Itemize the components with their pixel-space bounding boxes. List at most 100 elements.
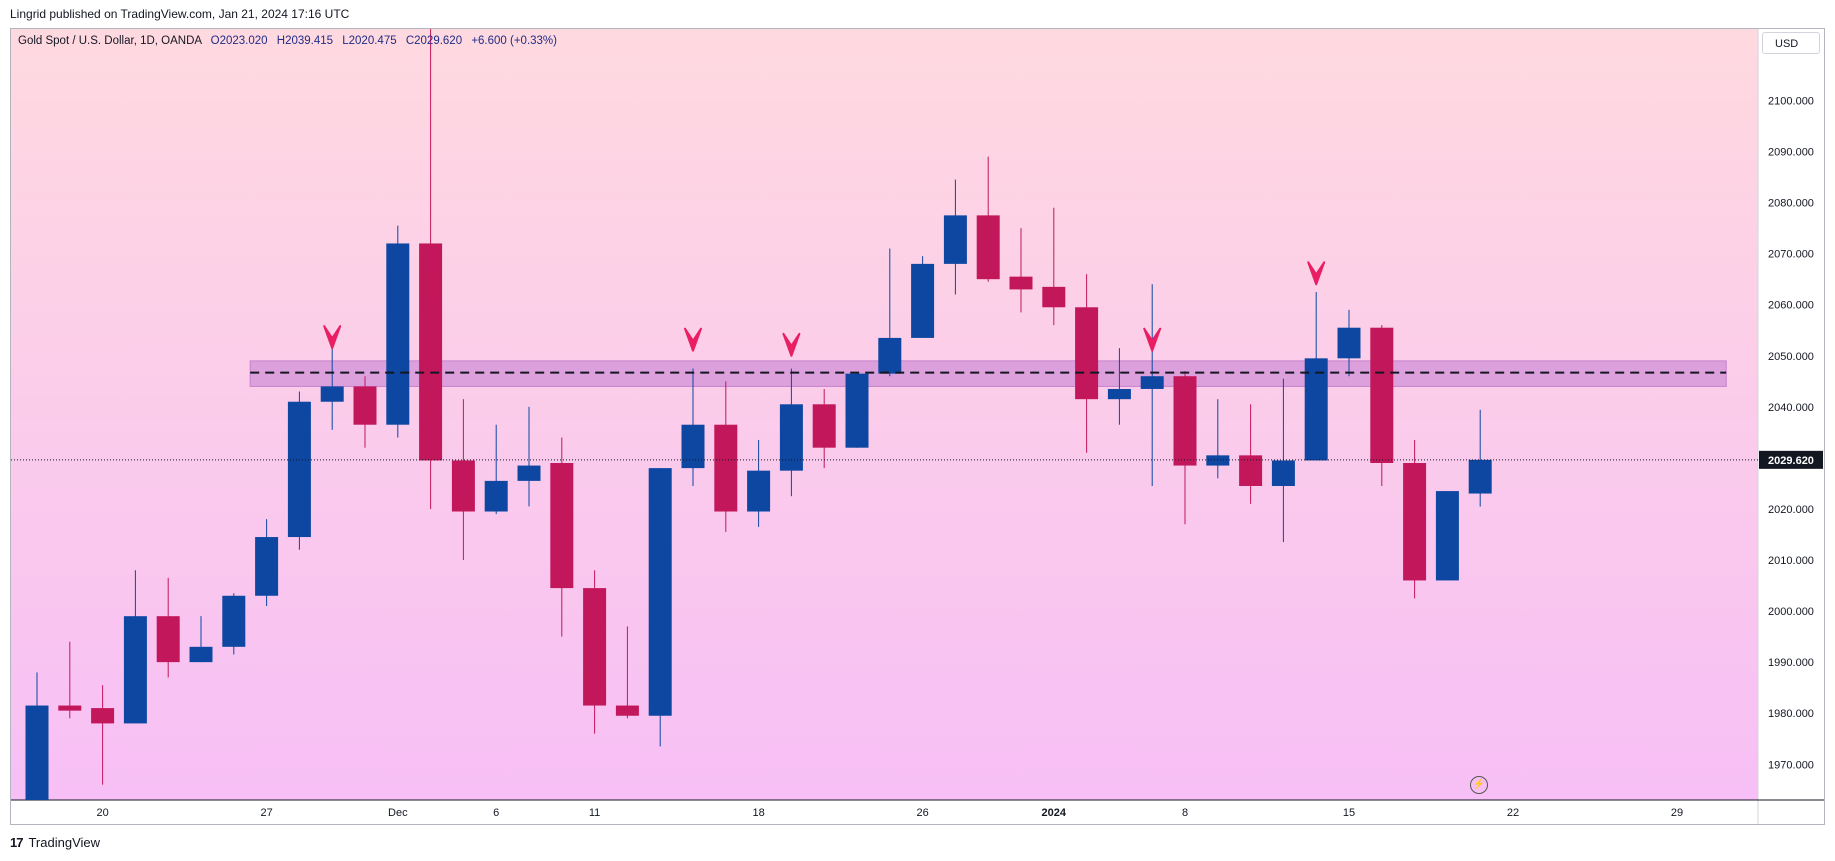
y-tick-label: 1990.000: [1768, 657, 1814, 669]
y-tick-label: 2050.000: [1768, 351, 1814, 363]
candle-body: [550, 463, 574, 589]
x-tick-label: 27: [260, 807, 272, 819]
candle-body: [353, 386, 377, 425]
candle-body: [156, 616, 180, 663]
candle-body: [25, 705, 49, 800]
candle-body: [714, 424, 738, 512]
candle: [1468, 409, 1492, 507]
candle-body: [1009, 276, 1033, 290]
candle-body: [419, 243, 443, 461]
candle: [287, 391, 311, 550]
x-tick-label: 8: [1182, 807, 1188, 819]
y-tick-label: 2060.000: [1768, 300, 1814, 312]
time-axis[interactable]: 20 27 Dec 6 11 18 26 2024 8 15 22 29: [96, 807, 1683, 819]
candle: [714, 381, 738, 532]
x-tick-label: 26: [916, 807, 928, 819]
candle-body: [1435, 491, 1459, 581]
candle: [681, 368, 705, 486]
candle: [25, 672, 49, 800]
candle-body: [320, 386, 344, 402]
candle: [1370, 325, 1394, 486]
candle: [1107, 348, 1131, 425]
x-tick-label: 22: [1507, 807, 1519, 819]
candles: [25, 29, 1492, 800]
candle: [1140, 284, 1164, 486]
candle-body: [386, 243, 410, 425]
candle: [1435, 491, 1459, 581]
candle-body: [681, 424, 705, 469]
candle-body: [779, 404, 803, 471]
arrow-marker: [782, 332, 801, 357]
candle: [386, 225, 410, 438]
candle-body: [1042, 286, 1066, 308]
y-tick-label: 2070.000: [1768, 249, 1814, 261]
candle: [517, 406, 541, 507]
x-tick-label: 2024: [1042, 807, 1067, 819]
x-tick-label: 6: [493, 807, 499, 819]
candle-body: [287, 401, 311, 538]
y-tick-label: 1980.000: [1768, 708, 1814, 720]
resistance-zone: [249, 360, 1727, 387]
candle: [1173, 371, 1197, 525]
arrow-markers: [250, 261, 1727, 374]
open-value: O2023.020: [210, 35, 268, 47]
candle-body: [189, 646, 213, 663]
candle-body: [911, 263, 935, 338]
last-price-label: 2029.620: [1768, 455, 1814, 467]
y-tick-label: 2090.000: [1768, 147, 1814, 159]
candle: [550, 437, 574, 637]
price-axis[interactable]: 1970.000 1980.000 1990.000 2000.000 2010.000…: [1768, 95, 1814, 771]
candle: [419, 29, 443, 509]
candle: [58, 641, 82, 719]
candle: [845, 373, 869, 448]
candle-body: [1075, 307, 1099, 400]
change-value: +6.600 (+0.33%): [471, 35, 557, 47]
candle: [878, 248, 902, 377]
symbol-label: Gold Spot / U.S. Dollar, 1D, OANDA: [18, 35, 202, 47]
candle: [484, 424, 508, 515]
candle: [779, 368, 803, 497]
candle: [615, 626, 639, 719]
candle: [1042, 207, 1066, 326]
candle-body: [943, 215, 967, 264]
resistance-zone-band: [249, 360, 1727, 387]
candle: [943, 179, 967, 295]
candle: [1206, 399, 1230, 479]
candle-body: [1206, 455, 1230, 466]
candle-body: [1304, 358, 1328, 461]
candle: [648, 468, 672, 747]
candle-body: [812, 404, 836, 448]
candle-body: [845, 373, 869, 448]
candle: [976, 156, 1000, 282]
x-tick-label: 18: [752, 807, 764, 819]
candle-body: [484, 480, 508, 512]
candle-body: [878, 337, 902, 374]
candle: [353, 376, 377, 448]
candle-body: [1468, 459, 1492, 494]
candle-body: [1140, 376, 1164, 389]
arrow-marker: [684, 327, 702, 352]
candle-body: [976, 215, 1000, 280]
publisher-line: Lingrid published on TradingView.com, Ja…: [10, 7, 350, 21]
y-tick-label: 2100.000: [1768, 95, 1814, 107]
candle: [189, 616, 213, 663]
candle-body: [1107, 388, 1131, 400]
candle: [747, 440, 771, 527]
y-tick-label: 2010.000: [1768, 555, 1814, 567]
candle-body: [123, 616, 147, 724]
arrow-marker: [1307, 261, 1326, 286]
candle-body: [747, 470, 771, 512]
candle: [1304, 291, 1328, 461]
candle-body: [1370, 327, 1394, 464]
candle-body: [1239, 455, 1263, 486]
candle: [812, 388, 836, 469]
close-value: C2029.620: [405, 35, 463, 47]
candle-body: [451, 460, 475, 512]
y-tick-label: 2000.000: [1768, 606, 1814, 618]
currency-selector[interactable]: USD: [1762, 32, 1820, 54]
candle-body: [1271, 460, 1295, 486]
flash-icon[interactable]: ⚡: [1470, 776, 1488, 794]
chart-frame: [10, 28, 1825, 825]
arrow-marker: [1143, 327, 1162, 352]
